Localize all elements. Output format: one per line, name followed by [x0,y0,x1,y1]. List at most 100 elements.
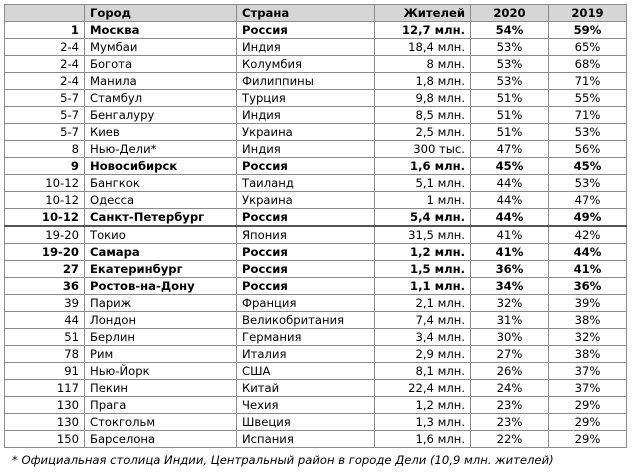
table-row: 1 Москва Россия 12,7 млн. 54% 59% [4,21,627,39]
cell-2020: 47% [470,140,549,158]
cell-2019: 59% [548,21,627,39]
cell-2019: 49% [548,208,627,227]
cell-2020: 54% [470,21,549,39]
cell-rank: 19-20 [4,243,85,261]
cell-2020: 41% [470,225,549,244]
table-row: 19-20 Токио Япония 31,5 млн. 41% 42% [4,225,627,244]
cell-population: 8,1 млн. [374,362,471,380]
cell-country: Россия [236,157,375,175]
header-row: Город Страна Жителей 2020 2019 [4,4,627,22]
cell-2020: 41% [470,243,549,261]
cell-population: 31,5 млн. [374,225,471,244]
cell-country: Испания [236,430,375,448]
cell-2019: 29% [548,396,627,414]
cell-rank: 5-7 [4,123,85,141]
cell-country: Филиппины [236,72,375,90]
cell-population: 2,1 млн. [374,294,471,312]
cell-2020: 44% [470,191,549,209]
header-city: Город [84,4,237,22]
cell-rank: 44 [4,311,85,329]
cell-rank: 10-12 [4,208,85,227]
cell-population: 1 млн. [374,191,471,209]
cell-2020: 22% [470,430,549,448]
cell-country: Россия [236,260,375,278]
cell-2020: 53% [470,72,549,90]
cell-city: Ростов-на-Дону [84,277,237,295]
cell-2020: 32% [470,294,549,312]
cell-2020: 34% [470,277,549,295]
cell-population: 2,9 млн. [374,345,471,363]
table-row: 2-4 Манила Филиппины 1,8 млн. 53% 71% [4,72,627,90]
cell-city: Париж [84,294,237,312]
cell-city: Нью-Дели* [84,140,237,158]
cell-2019: 38% [548,345,627,363]
cell-2020: 51% [470,106,549,124]
cell-rank: 8 [4,140,85,158]
cell-2019: 45% [548,157,627,175]
cell-2019: 38% [548,311,627,329]
header-population: Жителей [374,4,471,22]
header-country: Страна [236,4,375,22]
table-row: 10-12 Бангкок Таиланд 5,1 млн. 44% 53% [4,174,627,192]
cell-2019: 37% [548,379,627,397]
cell-rank: 2-4 [4,38,85,56]
cell-population: 1,6 млн. [374,157,471,175]
cell-2020: 24% [470,379,549,397]
cell-city: Берлин [84,328,237,346]
cell-rank: 27 [4,260,85,278]
cell-2019: 41% [548,260,627,278]
cell-country: Украина [236,123,375,141]
table-row: 5-7 Киев Украина 2,5 млн. 51% 53% [4,123,627,141]
cell-country: Индия [236,106,375,124]
cell-population: 1,1 млн. [374,277,471,295]
table-row: 44 Лондон Великобритания 7,4 млн. 31% 38% [4,311,627,329]
table-row: 36 Ростов-на-Дону Россия 1,1 млн. 34% 36% [4,277,627,295]
cell-country: Колумбия [236,55,375,73]
cell-population: 3,4 млн. [374,328,471,346]
cell-city: Бенгалуру [84,106,237,124]
cell-2019: 56% [548,140,627,158]
cell-2020: 53% [470,55,549,73]
table-row: 130 Прага Чехия 1,2 млн. 23% 29% [4,396,627,414]
cell-population: 8 млн. [374,55,471,73]
cell-2019: 71% [548,72,627,90]
cell-rank: 78 [4,345,85,363]
table-row: 91 Нью-Йорк США 8,1 млн. 26% 37% [4,362,627,380]
table-row: 8 Нью-Дели* Индия 300 тыс. 47% 56% [4,140,627,158]
cell-rank: 36 [4,277,85,295]
cell-population: 18,4 млн. [374,38,471,56]
table-row: 150 Барселона Испания 1,6 млн. 22% 29% [4,430,627,448]
cell-country: Китай [236,379,375,397]
cell-population: 1,5 млн. [374,260,471,278]
cell-country: Индия [236,38,375,56]
cell-country: Чехия [236,396,375,414]
table-row: 10-12 Санкт-Петербург Россия 5,4 млн. 44% 49% [4,208,627,227]
cell-2020: 31% [470,311,549,329]
cell-city: Нью-Йорк [84,362,237,380]
table-row: 27 Екатеринбург Россия 1,5 млн. 36% 41% [4,260,627,278]
congestion-table: Город Страна Жителей 2020 2019 1 Москва Ро… [4,4,627,448]
table-body: 1 Москва Россия 12,7 млн. 54% 59% 2-4 Мумбаи Инд… [4,21,627,448]
cell-population: 1,2 млн. [374,243,471,261]
cell-2019: 36% [548,277,627,295]
cell-city: Прага [84,396,237,414]
cell-city: Мумбаи [84,38,237,56]
cell-2020: 45% [470,157,549,175]
cell-city: Бангкок [84,174,237,192]
cell-2020: 53% [470,38,549,56]
header-rank [4,4,85,22]
cell-city: Одесса [84,191,237,209]
cell-city: Киев [84,123,237,141]
cell-country: Франция [236,294,375,312]
cell-city: Самара [84,243,237,261]
cell-2020: 30% [470,328,549,346]
cell-2020: 36% [470,260,549,278]
cell-population: 2,5 млн. [374,123,471,141]
cell-population: 1,6 млн. [374,430,471,448]
cell-city: Рим [84,345,237,363]
cell-country: Швеция [236,413,375,431]
cell-country: Россия [236,208,375,227]
cell-country: Таиланд [236,174,375,192]
cell-2020: 51% [470,89,549,107]
table-row: 130 Стокгольм Швеция 1,3 млн. 23% 29% [4,413,627,431]
